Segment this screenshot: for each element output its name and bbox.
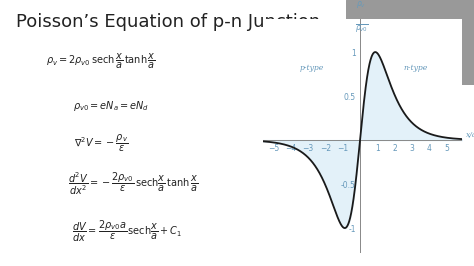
Text: $\nabla^2 V = -\dfrac{\rho_v}{\epsilon}$: $\nabla^2 V = -\dfrac{\rho_v}{\epsilon}$ xyxy=(73,133,128,154)
Text: x/a: x/a xyxy=(466,131,474,139)
Text: $\rho_v = 2\rho_{v0}\,\mathrm{sech}\,\dfrac{x}{a}\,\tanh\dfrac{x}{a}$: $\rho_v = 2\rho_{v0}\,\mathrm{sech}\,\df… xyxy=(46,52,156,71)
Text: $\rho_{v0} = eN_a = eN_d$: $\rho_{v0} = eN_a = eN_d$ xyxy=(73,99,150,113)
Text: p-type: p-type xyxy=(300,64,324,72)
Text: $\dfrac{dV}{dx} = \dfrac{2\rho_{v0}a}{\epsilon}\,\mathrm{sech}\dfrac{x}{a} + C_1: $\dfrac{dV}{dx} = \dfrac{2\rho_{v0}a}{\e… xyxy=(73,219,182,244)
Text: $\overline{\rho_{v0}}$: $\overline{\rho_{v0}}$ xyxy=(355,23,368,35)
Text: $\dfrac{d^2V}{dx^2} = -\dfrac{2\rho_{v0}}{\epsilon}\,\mathrm{sech}\dfrac{x}{a}\,: $\dfrac{d^2V}{dx^2} = -\dfrac{2\rho_{v0}… xyxy=(67,170,198,197)
Text: Poisson’s Equation of p-n Junction: Poisson’s Equation of p-n Junction xyxy=(16,13,320,31)
Text: n-type: n-type xyxy=(403,64,428,72)
Text: $\rho_v$: $\rho_v$ xyxy=(356,0,366,10)
